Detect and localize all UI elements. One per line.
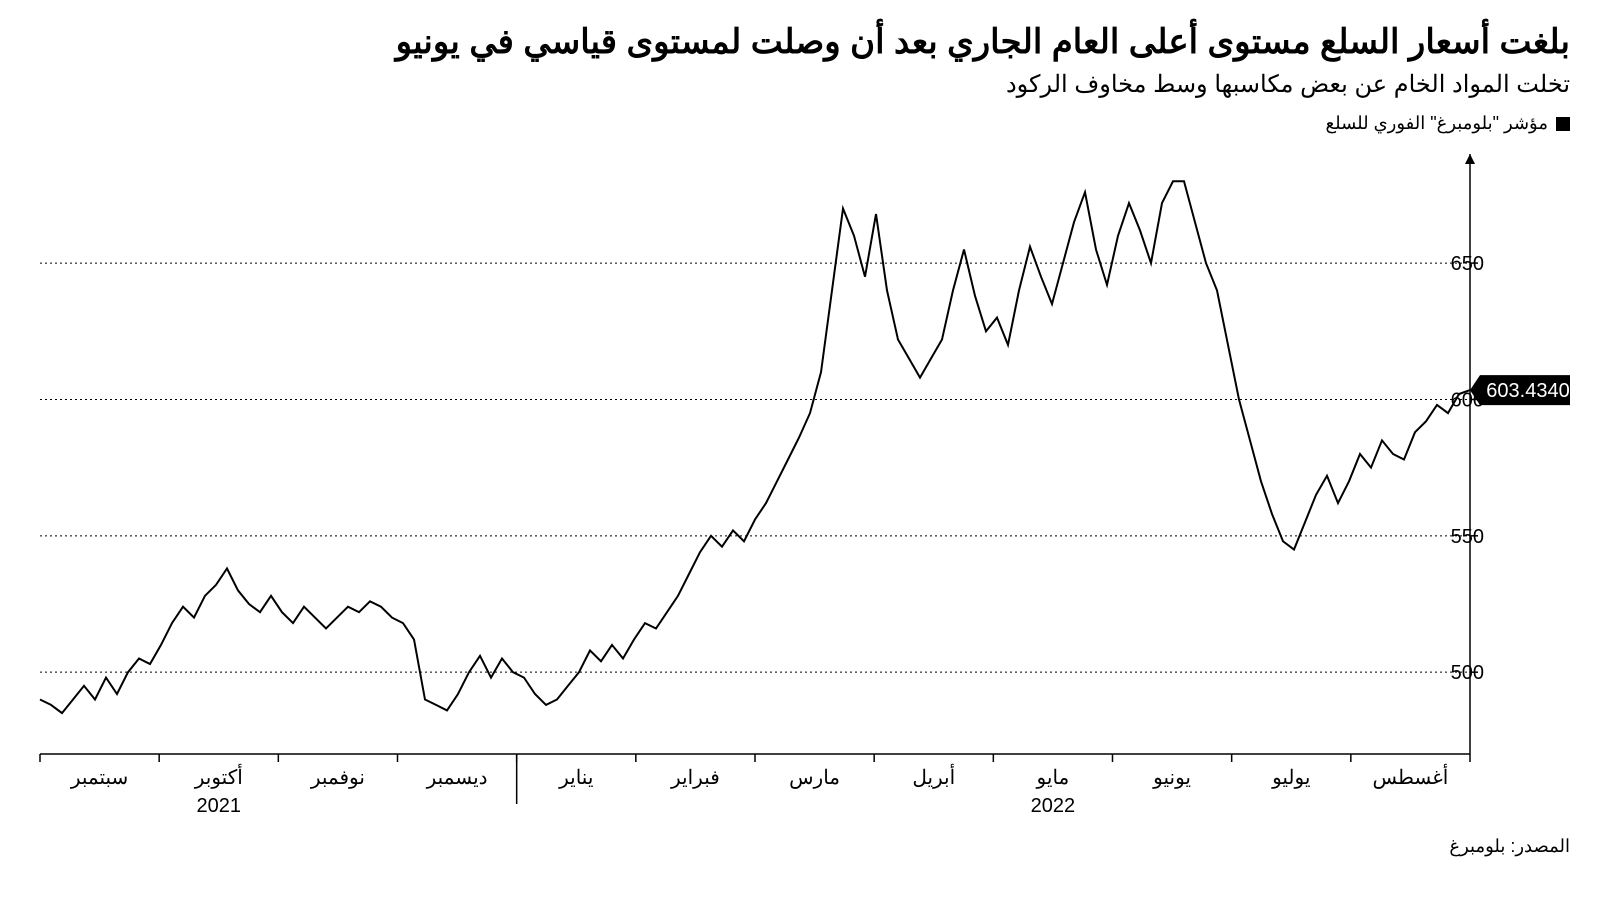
- chart-subtitle: تخلت المواد الخام عن بعض مكاسبها وسط مخا…: [30, 70, 1570, 99]
- svg-text:يوليو: يوليو: [1271, 767, 1310, 789]
- svg-text:مارس: مارس: [789, 767, 840, 789]
- chart-legend: مؤشر "بلومبرغ" الفوري للسلع: [30, 113, 1570, 134]
- svg-text:مايو: مايو: [1036, 767, 1070, 789]
- svg-text:650: 650: [1451, 253, 1484, 275]
- svg-text:فبراير: فبراير: [670, 767, 720, 789]
- chart-container: 500550600650سبتمبرأكتوبرنوفمبرديسمبريناي…: [30, 144, 1570, 824]
- svg-text:2022: 2022: [1031, 795, 1076, 817]
- chart-source: المصدر: بلومبرغ: [30, 836, 1570, 857]
- svg-text:أكتوبر: أكتوبر: [194, 763, 243, 789]
- svg-text:يونيو: يونيو: [1152, 767, 1191, 789]
- svg-text:500: 500: [1451, 662, 1484, 684]
- legend-label: مؤشر "بلومبرغ" الفوري للسلع: [1326, 113, 1548, 134]
- chart-title: بلغت أسعار السلع مستوى أعلى العام الجاري…: [30, 20, 1570, 64]
- svg-text:نوفمبر: نوفمبر: [310, 767, 365, 789]
- legend-swatch: [1556, 117, 1570, 131]
- svg-text:أغسطس: أغسطس: [1373, 763, 1449, 789]
- svg-text:سبتمبر: سبتمبر: [70, 767, 128, 789]
- svg-text:603.4340: 603.4340: [1486, 380, 1569, 402]
- svg-text:يناير: يناير: [558, 767, 593, 789]
- svg-text:أبريل: أبريل: [912, 763, 955, 789]
- svg-text:ديسمبر: ديسمبر: [426, 767, 488, 789]
- line-chart: 500550600650سبتمبرأكتوبرنوفمبرديسمبريناي…: [30, 144, 1570, 824]
- svg-text:550: 550: [1451, 526, 1484, 548]
- svg-text:2021: 2021: [197, 795, 242, 817]
